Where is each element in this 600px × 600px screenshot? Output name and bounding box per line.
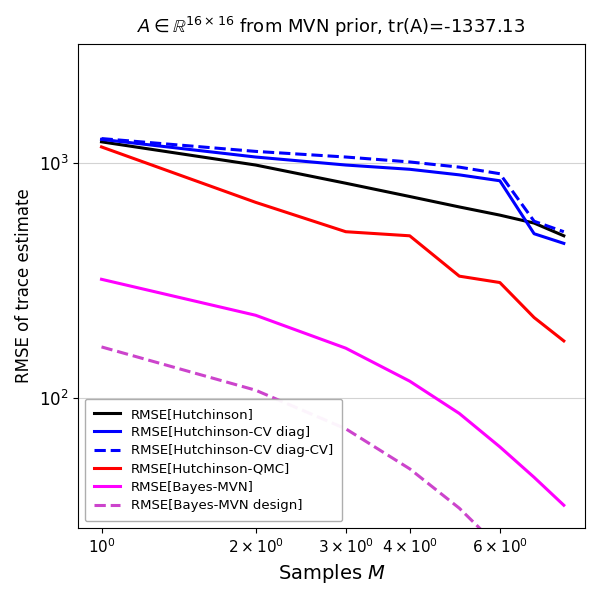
RMSE[Hutchinson-CV diag-CV] <box>406 158 413 166</box>
RMSE[Bayes-MVN design] <box>252 386 259 394</box>
RMSE[Hutchinson-QMC] <box>560 337 568 344</box>
RMSE[Hutchinson-QMC] <box>406 232 413 239</box>
Line: RMSE[Bayes-MVN]: RMSE[Bayes-MVN] <box>101 280 564 505</box>
RMSE[Bayes-MVN design] <box>496 545 503 552</box>
RMSE[Hutchinson-CV diag-CV] <box>456 164 463 171</box>
RMSE[Hutchinson-CV diag] <box>252 154 259 161</box>
Title: $\mathit{A} \in \mathit{\mathbb{R}}^{16 \times 16}$ from MVN prior, tr(A)=-1337.: $\mathit{A} \in \mathit{\mathbb{R}}^{16 … <box>137 15 526 39</box>
RMSE[Hutchinson-QMC] <box>496 279 503 286</box>
RMSE[Bayes-MVN] <box>560 502 568 509</box>
Line: RMSE[Hutchinson-CV diag-CV]: RMSE[Hutchinson-CV diag-CV] <box>101 139 564 232</box>
RMSE[Bayes-MVN] <box>496 443 503 451</box>
RMSE[Hutchinson-CV diag] <box>456 171 463 178</box>
RMSE[Hutchinson-CV diag] <box>342 161 349 169</box>
RMSE[Bayes-MVN] <box>530 474 538 481</box>
RMSE[Hutchinson] <box>406 193 413 200</box>
RMSE[Bayes-MVN design] <box>456 505 463 512</box>
RMSE[Hutchinson-CV diag] <box>530 230 538 238</box>
RMSE[Hutchinson-CV diag-CV] <box>560 228 568 235</box>
Line: RMSE[Hutchinson-QMC]: RMSE[Hutchinson-QMC] <box>101 147 564 341</box>
RMSE[Hutchinson] <box>252 161 259 169</box>
RMSE[Hutchinson-CV diag-CV] <box>98 135 105 142</box>
RMSE[Bayes-MVN] <box>342 344 349 352</box>
RMSE[Hutchinson] <box>342 179 349 187</box>
RMSE[Hutchinson-QMC] <box>98 143 105 151</box>
RMSE[Hutchinson-QMC] <box>252 199 259 206</box>
RMSE[Hutchinson-QMC] <box>342 228 349 235</box>
Y-axis label: RMSE of trace estimate: RMSE of trace estimate <box>15 189 33 383</box>
RMSE[Hutchinson-QMC] <box>456 272 463 280</box>
RMSE[Hutchinson-CV diag-CV] <box>496 170 503 178</box>
Line: RMSE[Hutchinson]: RMSE[Hutchinson] <box>101 142 564 236</box>
RMSE[Hutchinson-CV diag-CV] <box>252 148 259 155</box>
RMSE[Hutchinson] <box>560 232 568 239</box>
RMSE[Hutchinson] <box>530 220 538 227</box>
RMSE[Hutchinson] <box>98 138 105 145</box>
RMSE[Bayes-MVN design] <box>530 575 538 583</box>
X-axis label: Samples $M$: Samples $M$ <box>278 562 385 585</box>
RMSE[Hutchinson-CV diag-CV] <box>530 218 538 225</box>
RMSE[Hutchinson-CV diag] <box>560 240 568 247</box>
RMSE[Bayes-MVN] <box>98 276 105 283</box>
RMSE[Bayes-MVN design] <box>342 425 349 433</box>
RMSE[Hutchinson-CV diag-CV] <box>342 154 349 161</box>
RMSE[Bayes-MVN] <box>406 377 413 385</box>
RMSE[Hutchinson-QMC] <box>530 314 538 321</box>
RMSE[Bayes-MVN design] <box>406 465 413 472</box>
RMSE[Bayes-MVN] <box>252 311 259 319</box>
RMSE[Hutchinson-CV diag] <box>98 136 105 143</box>
RMSE[Bayes-MVN] <box>456 410 463 417</box>
Legend: RMSE[Hutchinson], RMSE[Hutchinson-CV diag], RMSE[Hutchinson-CV diag-CV], RMSE[Hu: RMSE[Hutchinson], RMSE[Hutchinson-CV dia… <box>85 398 343 521</box>
Line: RMSE[Hutchinson-CV diag]: RMSE[Hutchinson-CV diag] <box>101 139 564 244</box>
RMSE[Hutchinson] <box>456 203 463 211</box>
RMSE[Hutchinson-CV diag] <box>496 177 503 184</box>
Line: RMSE[Bayes-MVN design]: RMSE[Bayes-MVN design] <box>101 347 564 600</box>
RMSE[Hutchinson] <box>496 212 503 219</box>
RMSE[Bayes-MVN design] <box>98 343 105 350</box>
RMSE[Hutchinson-CV diag] <box>406 166 413 173</box>
